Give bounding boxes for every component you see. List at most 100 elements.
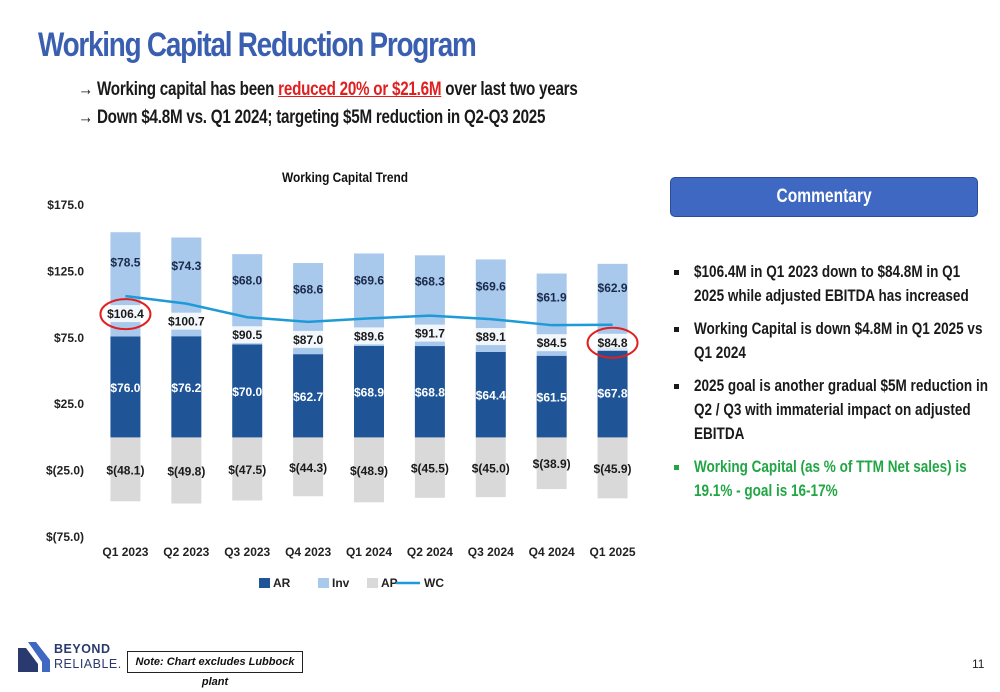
y-tick-label: $175.0 xyxy=(47,198,84,212)
working-capital-chart: $175.0 $125.0 $75.0 $25.0 $(25.0) $(75.0) $76.… xyxy=(46,198,639,590)
data-label-wc-bg xyxy=(590,333,635,351)
x-tick-label: Q1 2025 xyxy=(590,545,636,559)
bar-ap xyxy=(414,437,445,498)
data-label-ap: $(47.5) xyxy=(228,463,266,477)
company-logo: BEYOND RELIABLE. xyxy=(18,640,133,676)
data-label-ar: $76.2 xyxy=(171,381,201,395)
bar-ap xyxy=(597,437,628,499)
bar-ap xyxy=(475,437,506,498)
data-label-inv: $61.9 xyxy=(537,291,567,305)
commentary-bullet: Working Capital is down $4.8M in Q1 2025… xyxy=(672,317,1000,365)
logo-line-1: BEYOND xyxy=(54,642,111,656)
subtitle-highlight: reduced 20% or $21.6M xyxy=(278,79,442,100)
data-label-wc-bg xyxy=(164,312,209,330)
data-label-ap: $(45.9) xyxy=(594,462,632,476)
x-tick-label: Q4 2024 xyxy=(529,545,575,559)
x-tick-label: Q3 2023 xyxy=(224,545,270,559)
x-tick-label: Q2 2024 xyxy=(407,545,453,559)
chart-note: Note: Chart excludes Lubbock plant xyxy=(127,651,303,688)
bar-ar xyxy=(597,347,628,438)
legend-swatch xyxy=(367,578,378,588)
data-label-ap: $(48.9) xyxy=(350,464,388,478)
logo-line-2: RELIABLE. xyxy=(54,657,122,671)
data-label-ap: $(45.0) xyxy=(472,461,510,475)
data-label-inv: $69.6 xyxy=(476,279,506,293)
line-wc xyxy=(125,294,613,327)
data-label-ap: $(49.8) xyxy=(167,464,205,478)
legend-label: WC xyxy=(424,576,444,590)
data-label-ap: $(45.5) xyxy=(411,462,449,476)
bar-ar xyxy=(354,345,384,438)
commentary-bullet: 2025 goal is another gradual $5M reducti… xyxy=(672,374,1000,446)
x-tick-label: Q4 2023 xyxy=(285,545,331,559)
x-tick-label: Q1 2023 xyxy=(102,545,148,559)
page-number: 11 xyxy=(972,657,985,671)
data-label-ar: $68.9 xyxy=(354,386,384,400)
bar-ap xyxy=(110,437,141,502)
commentary-bullet: $106.4M in Q1 2023 down to $84.8M in Q1 … xyxy=(672,260,1000,308)
data-label-inv: $68.6 xyxy=(293,283,323,297)
subtitle-line-1-prefix: → Working capital has been xyxy=(78,79,279,100)
data-label-wc: $91.7 xyxy=(415,327,445,341)
y-tick-label: $75.0 xyxy=(54,331,84,345)
data-label-ap: $(44.3) xyxy=(289,461,327,475)
data-label-wc: $100.7 xyxy=(168,315,205,329)
data-label-inv: $78.5 xyxy=(110,255,140,269)
bar-ar xyxy=(232,344,263,438)
bar-ap xyxy=(354,437,384,503)
x-tick-label: Q1 2024 xyxy=(346,545,392,559)
bar-inv xyxy=(597,263,628,348)
data-label-inv: $62.9 xyxy=(598,281,628,295)
bar-ap xyxy=(536,437,567,490)
commentary-bullet-highlight: Working Capital (as % of TTM Net sales) … xyxy=(672,455,1000,503)
commentary-header: Commentary xyxy=(670,177,978,217)
x-tick-label: Q2 2023 xyxy=(163,545,209,559)
data-label-wc-bg xyxy=(103,305,148,323)
chart-title: Working Capital Trend xyxy=(281,169,409,185)
bar-ap xyxy=(293,437,324,497)
data-label-wc-bg xyxy=(225,326,270,344)
bar-ap xyxy=(171,437,202,504)
bar-ar xyxy=(171,336,202,438)
bar-ar xyxy=(536,355,567,438)
legend-swatch xyxy=(318,578,329,588)
data-label-inv: $68.3 xyxy=(415,275,445,289)
bullet-icon xyxy=(674,327,679,332)
commentary-heading: Commentary xyxy=(776,186,872,207)
page-title: Working Capital Reduction Program xyxy=(38,26,477,64)
data-label-wc: $90.5 xyxy=(232,328,262,342)
highlight-circle xyxy=(586,326,639,359)
highlight-circle xyxy=(99,298,152,331)
data-label-wc: $84.8 xyxy=(598,336,628,350)
legend-label: AP xyxy=(381,576,398,590)
data-label-inv: $74.3 xyxy=(171,259,201,273)
bar-ap xyxy=(232,437,263,501)
data-label-wc-bg xyxy=(468,328,513,346)
data-label-ar: $64.4 xyxy=(476,389,506,403)
data-label-inv: $69.6 xyxy=(354,273,384,287)
data-label-ap: $(48.1) xyxy=(106,463,144,477)
y-tick-label: $(75.0) xyxy=(46,530,84,544)
commentary-list: $106.4M in Q1 2023 down to $84.8M in Q1 … xyxy=(672,260,1000,512)
bar-ar xyxy=(475,351,506,438)
data-label-ar: $67.8 xyxy=(598,386,628,400)
legend-swatch xyxy=(259,578,270,588)
bullet-icon xyxy=(674,384,679,389)
bar-ar xyxy=(293,354,324,438)
data-label-wc-bg xyxy=(286,330,331,348)
data-label-wc: $87.0 xyxy=(293,333,323,347)
subtitle-line-1-suffix: over last two years xyxy=(441,79,578,100)
y-tick-label: $25.0 xyxy=(54,397,84,411)
y-tick-label: $(25.0) xyxy=(46,464,84,478)
data-label-ar: $76.0 xyxy=(110,381,140,395)
bullet-icon xyxy=(674,270,679,275)
y-tick-label: $125.0 xyxy=(47,264,84,278)
legend-label: AR xyxy=(273,576,291,590)
data-label-ap: $(38.9) xyxy=(533,457,571,471)
data-label-ar: $61.5 xyxy=(537,391,567,405)
x-tick-label: Q3 2024 xyxy=(468,545,514,559)
bar-ar xyxy=(414,346,445,438)
data-label-wc-bg xyxy=(347,327,391,345)
bar-ar xyxy=(110,336,141,438)
legend-label: Inv xyxy=(332,576,350,590)
